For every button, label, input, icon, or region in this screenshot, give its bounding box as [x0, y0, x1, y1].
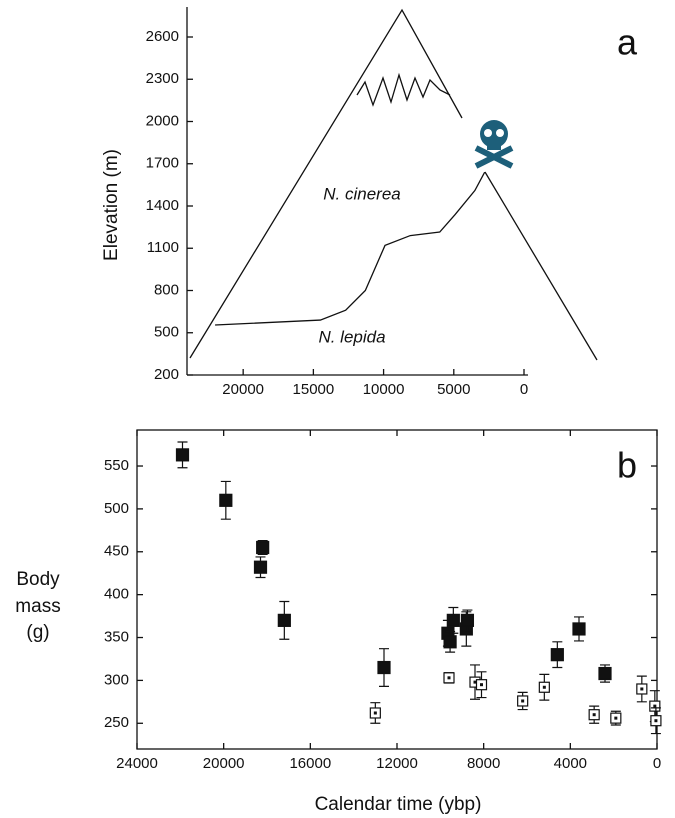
x-tick-label: 0 — [653, 755, 661, 772]
y-tick-label: 350 — [104, 628, 129, 645]
y-tick-label: 500 — [104, 500, 129, 517]
marker — [572, 622, 586, 636]
annotation: N. cinerea — [323, 184, 400, 203]
marker — [446, 613, 460, 627]
y-tick-label: 2300 — [146, 70, 179, 87]
y-tick-label: 250 — [104, 714, 129, 731]
annotation: N. lepida — [318, 327, 385, 346]
snow-cap — [356, 72, 451, 107]
marker — [175, 448, 190, 462]
marker — [550, 648, 564, 662]
y-tick-label: 500 — [154, 324, 179, 341]
y-axis-label: Elevation (m) — [101, 149, 122, 261]
marker-center — [480, 683, 483, 687]
marker — [277, 613, 291, 627]
skull-eye — [484, 129, 492, 137]
y-tick-label: 2000 — [146, 112, 179, 129]
y-axis-label: (g) — [26, 622, 49, 643]
x-tick-label: 15000 — [293, 381, 335, 398]
x-tick-label: 0 — [520, 381, 528, 398]
marker-center — [640, 687, 644, 691]
marker-center — [654, 719, 658, 723]
boundary-line — [215, 171, 486, 326]
marker-center — [614, 716, 618, 720]
x-tick-label: 24000 — [116, 755, 158, 772]
x-tick-label: 16000 — [289, 755, 331, 772]
x-tick-label: 12000 — [376, 755, 418, 772]
marker-center — [373, 711, 377, 715]
y-tick-label: 1100 — [147, 239, 179, 256]
marker — [256, 540, 270, 555]
skull-eye — [496, 129, 504, 137]
marker-center — [592, 713, 596, 717]
mountain-outline — [189, 8, 463, 359]
marker-center — [447, 676, 451, 680]
y-tick-label: 400 — [104, 586, 129, 603]
crossbone — [474, 145, 514, 169]
y-axis-label: mass — [15, 596, 60, 617]
y-tick-label: 450 — [104, 543, 129, 560]
x-tick-label: 20000 — [203, 755, 245, 772]
panel-label: a — [617, 22, 638, 63]
x-tick-label: 8000 — [467, 755, 500, 772]
skull-jaw — [487, 140, 501, 150]
marker — [598, 666, 612, 681]
marker — [443, 635, 457, 649]
marker-center — [542, 685, 546, 689]
marker — [219, 493, 233, 507]
mountain-outline — [484, 171, 598, 361]
marker — [460, 613, 475, 627]
y-axis-label: Body — [16, 569, 60, 590]
mountain — [189, 8, 598, 361]
marker-center — [521, 699, 525, 703]
marker — [253, 560, 268, 574]
panel-label: b — [617, 445, 637, 486]
y-tick-label: 200 — [154, 366, 179, 383]
skull-icon — [474, 120, 514, 169]
y-tick-label: 1700 — [146, 155, 179, 172]
x-tick-label: 20000 — [222, 381, 264, 398]
x-axis-label: Calendar time (ybp) — [315, 794, 482, 815]
marker-center — [653, 704, 657, 708]
marker — [377, 660, 391, 675]
y-tick-label: 300 — [104, 671, 129, 688]
y-tick-label: 800 — [154, 281, 179, 298]
x-tick-label: 10000 — [363, 381, 405, 398]
y-tick-label: 550 — [104, 457, 129, 474]
plot-frame — [136, 429, 658, 750]
y-tick-label: 2600 — [146, 28, 179, 45]
x-tick-label: 5000 — [437, 381, 470, 398]
y-tick-label: 1400 — [146, 197, 179, 214]
x-tick-label: 4000 — [554, 755, 587, 772]
marker-center — [473, 680, 477, 684]
